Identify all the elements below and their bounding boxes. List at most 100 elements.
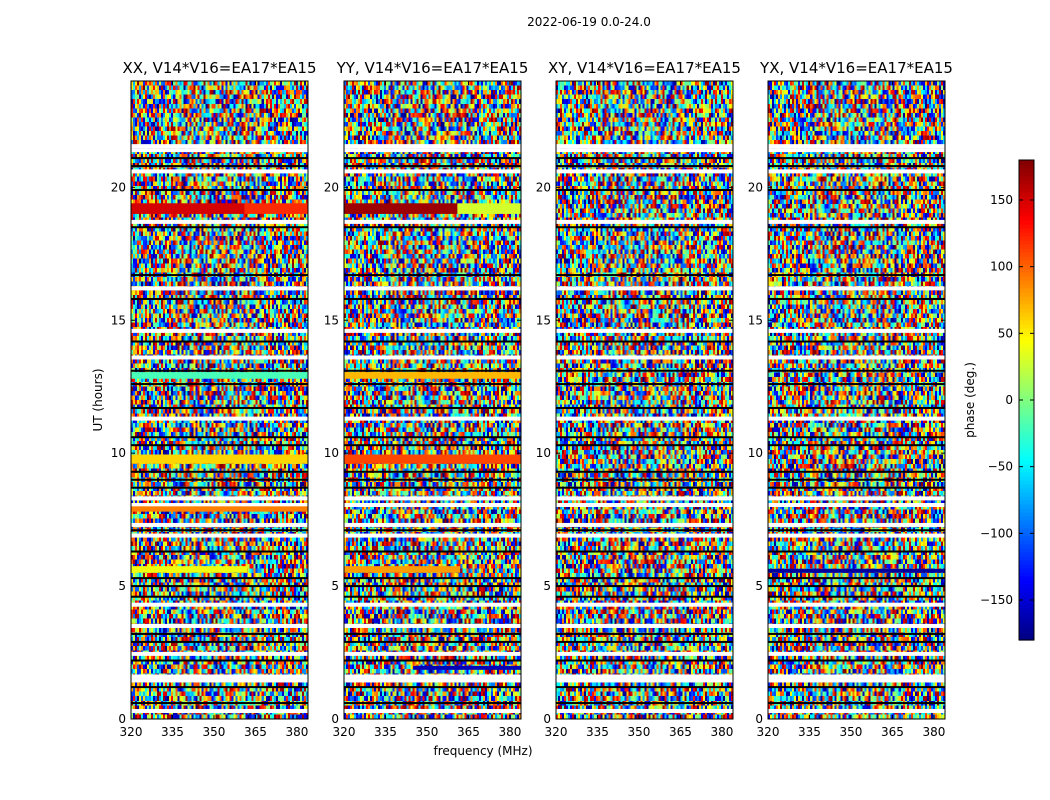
figure-title: 2022-06-19 0.0-24.0 (527, 15, 651, 29)
flagged-row (768, 651, 945, 656)
x-tick-label: 365 (457, 725, 480, 739)
dark-row (768, 702, 945, 705)
coherent-phase-band (413, 665, 521, 670)
colorbar-segment (1019, 552, 1034, 557)
colorbar-segment (1019, 424, 1034, 429)
dark-row (556, 188, 733, 191)
dark-row (768, 444, 945, 447)
colorbar-tick-label: −100 (980, 526, 1013, 540)
dark-row (768, 369, 945, 372)
flagged-row (556, 286, 733, 291)
phase-noise-image (556, 81, 733, 719)
dark-row (344, 188, 521, 191)
colorbar-segment (1019, 520, 1034, 525)
coherent-phase-band (131, 566, 248, 573)
dark-row (556, 595, 733, 598)
colorbar-segment (1019, 232, 1034, 237)
dark-row (344, 478, 521, 481)
colorbar-segment (1019, 296, 1034, 301)
y-tick-label: 10 (748, 446, 763, 460)
x-tick-label: 350 (416, 725, 439, 739)
flagged-row (344, 533, 521, 538)
flagged-row (131, 503, 308, 508)
flagged-row (556, 144, 733, 149)
dark-row (131, 585, 308, 588)
colorbar-segment (1019, 340, 1034, 345)
x-tick-label: 380 (922, 725, 945, 739)
flagged-row (344, 678, 521, 683)
dark-row (768, 188, 945, 191)
coherent-phase-band (344, 566, 461, 573)
colorbar-tick-label: 0 (1005, 393, 1013, 407)
colorbar-segment (1019, 576, 1034, 581)
dark-row (556, 486, 733, 489)
colorbar-tick-label: −50 (988, 460, 1013, 474)
coherent-phase-band (768, 568, 945, 573)
dark-row (131, 529, 308, 532)
colorbar-segment (1019, 164, 1034, 169)
flagged-row (131, 674, 308, 679)
colorbar-segment (1019, 440, 1034, 445)
colorbar-segment (1019, 564, 1034, 569)
flagged-row (131, 169, 308, 174)
y-tick-label: 20 (536, 180, 551, 194)
colorbar-segment (1019, 596, 1034, 601)
x-tick-label: 335 (586, 725, 609, 739)
colorbar-segment (1019, 524, 1034, 529)
colorbar-segment (1019, 408, 1034, 413)
colorbar-segment (1019, 372, 1034, 377)
dark-row (131, 340, 308, 343)
dark-row (344, 157, 521, 160)
flagged-row (768, 219, 945, 224)
colorbar-segment (1019, 468, 1034, 473)
colorbar-segment (1019, 332, 1034, 337)
colorbar-segment (1019, 384, 1034, 389)
flagged-row (768, 522, 945, 527)
y-tick-label: 10 (536, 446, 551, 460)
colorbar-segment (1019, 592, 1034, 597)
dark-row (344, 595, 521, 598)
flagged-row (556, 148, 733, 153)
colorbar-segment (1019, 324, 1034, 329)
colorbar-segment (1019, 244, 1034, 249)
colorbar-segment (1019, 272, 1034, 277)
dark-row (556, 702, 733, 705)
flagged-row (768, 602, 945, 607)
flagged-row (768, 144, 945, 149)
colorbar-segment (1019, 452, 1034, 457)
colorbar-segment (1019, 240, 1034, 245)
flagged-row (768, 709, 945, 714)
colorbar-segment (1019, 312, 1034, 317)
dark-row (556, 640, 733, 643)
dark-row (556, 297, 733, 300)
dark-row (556, 470, 733, 473)
dark-row (768, 529, 945, 532)
colorbar-segment (1019, 344, 1034, 349)
colorbar-segment (1019, 376, 1034, 381)
panel-3: XY, V14*V16=EA17*EA15 320 335 350 365 380 0 5 10… (536, 59, 741, 739)
flagged-row (131, 678, 308, 683)
dark-row (131, 369, 308, 372)
y-tick-label: 5 (331, 579, 339, 593)
colorbar-segment (1019, 412, 1034, 417)
panel-title: XX, V14*V16=EA17*EA15 (122, 59, 316, 77)
y-tick-label: 10 (111, 446, 126, 460)
colorbar-segment (1019, 496, 1034, 501)
colorbar-segment (1019, 600, 1034, 605)
flagged-row (344, 709, 521, 714)
colorbar-segment (1019, 248, 1034, 253)
y-tick-label: 5 (755, 579, 763, 593)
dark-row (344, 274, 521, 277)
colorbar-segment (1019, 284, 1034, 289)
x-tick-label: 350 (628, 725, 651, 739)
colorbar-tick-label: 50 (998, 326, 1013, 340)
colorbar-segment (1019, 604, 1034, 609)
dark-row (344, 640, 521, 643)
colorbar-segment (1019, 168, 1034, 173)
colorbar-segment (1019, 560, 1034, 565)
flagged-row (344, 286, 521, 291)
dark-row (768, 659, 945, 662)
y-tick-label: 15 (324, 313, 339, 327)
y-tick-label: 20 (324, 180, 339, 194)
dark-row (556, 226, 733, 229)
